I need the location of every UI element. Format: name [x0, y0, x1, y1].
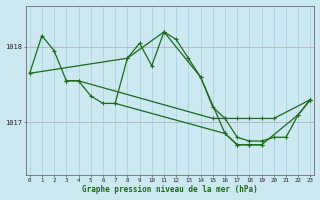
- X-axis label: Graphe pression niveau de la mer (hPa): Graphe pression niveau de la mer (hPa): [82, 185, 258, 194]
